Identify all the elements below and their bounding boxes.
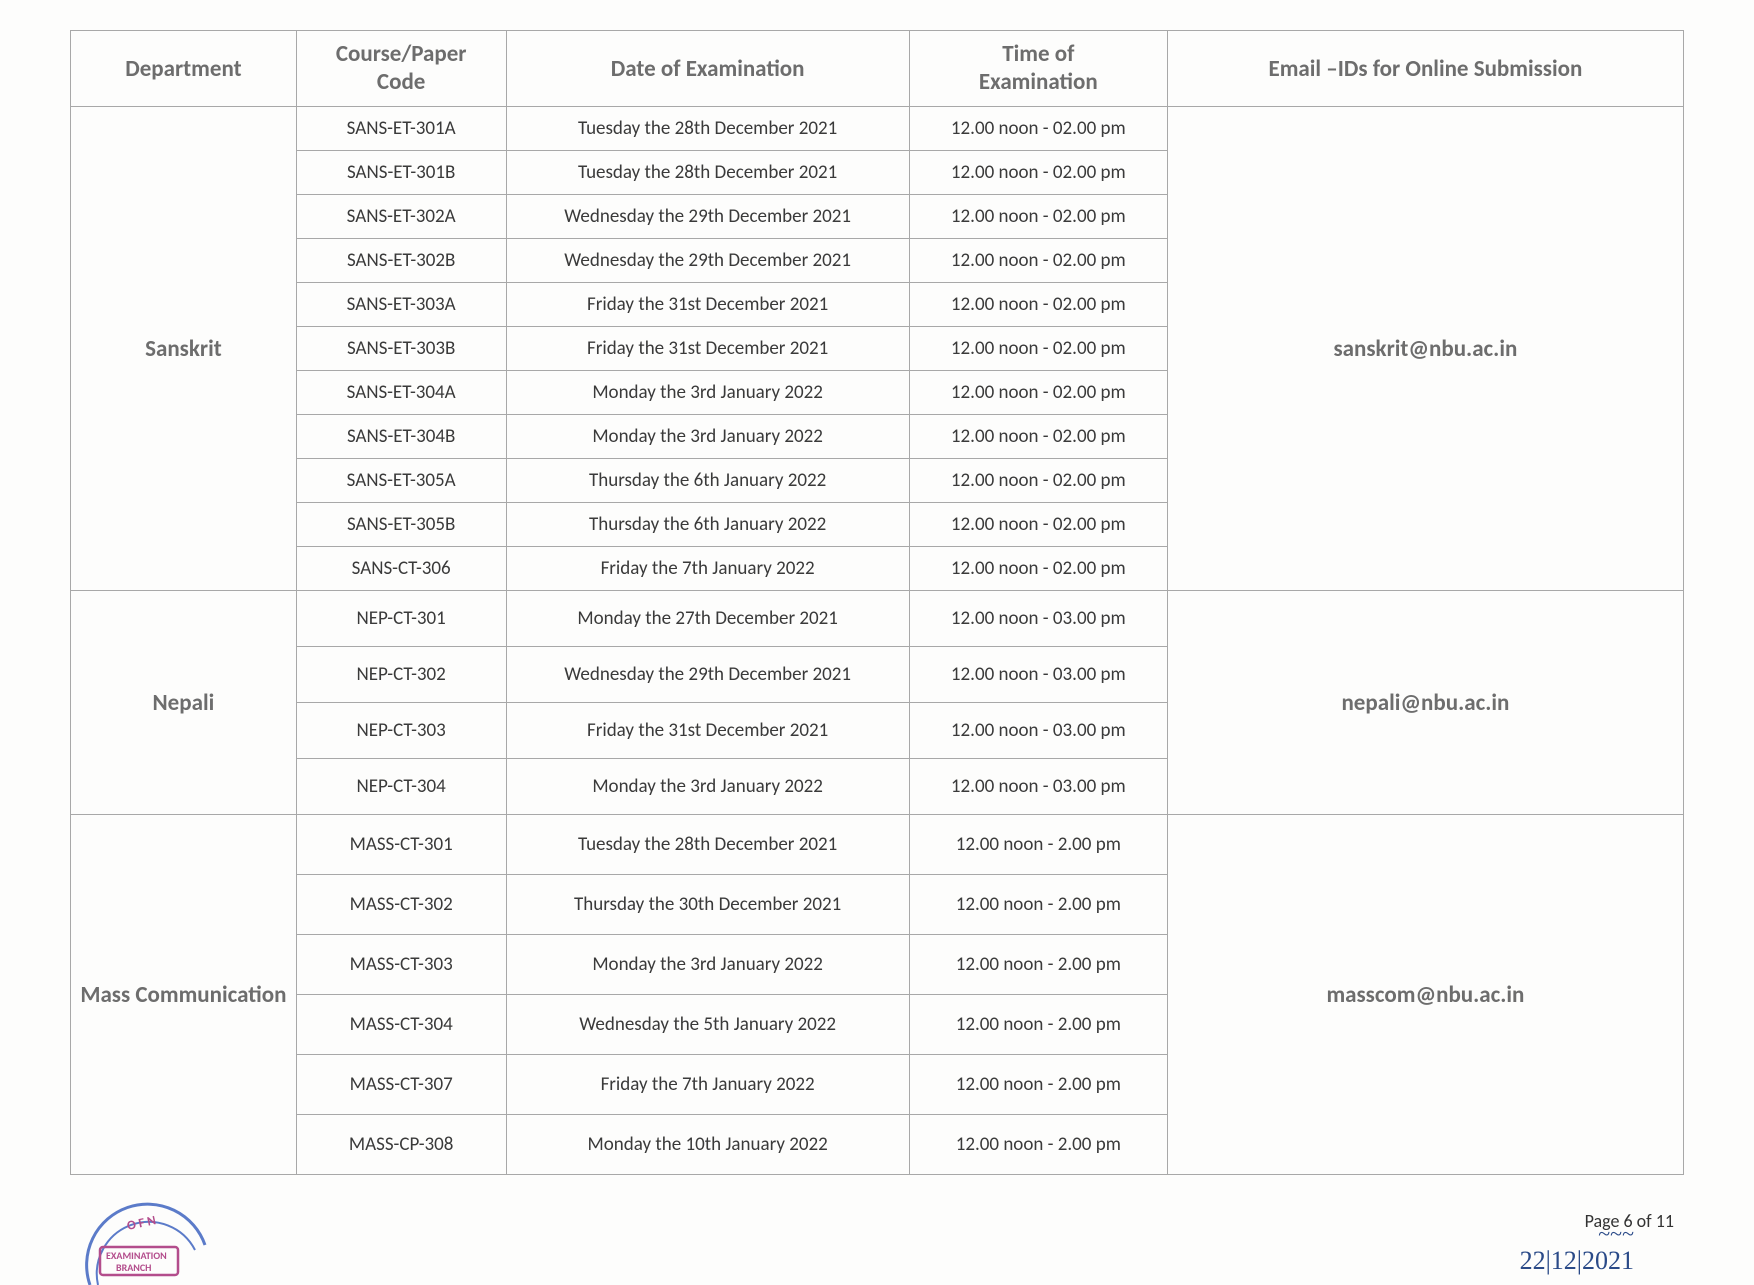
stamp-text-2: BRANCH — [116, 1261, 151, 1274]
header-time-line1: Time of — [916, 41, 1161, 69]
code-cell: MASS-CT-301 — [296, 815, 506, 875]
code-cell: NEP-CT-301 — [296, 591, 506, 647]
code-cell: SANS-ET-305B — [296, 503, 506, 547]
code-cell: SANS-ET-305A — [296, 459, 506, 503]
date-cell: Friday the 31st December 2021 — [506, 283, 909, 327]
time-cell: 12.00 noon - 2.00 pm — [909, 1055, 1167, 1115]
time-cell: 12.00 noon - 02.00 pm — [909, 327, 1167, 371]
table-row: NepaliNEP-CT-301Monday the 27th December… — [71, 591, 1684, 647]
time-cell: 12.00 noon - 2.00 pm — [909, 1115, 1167, 1175]
svg-text:O F N: O F N — [126, 1213, 158, 1234]
time-cell: 12.00 noon - 02.00 pm — [909, 547, 1167, 591]
date-cell: Friday the 31st December 2021 — [506, 327, 909, 371]
code-cell: MASS-CT-304 — [296, 995, 506, 1055]
code-cell: NEP-CT-304 — [296, 759, 506, 815]
time-cell: 12.00 noon - 2.00 pm — [909, 875, 1167, 935]
code-cell: SANS-ET-303A — [296, 283, 506, 327]
time-cell: 12.00 noon - 2.00 pm — [909, 815, 1167, 875]
time-cell: 12.00 noon - 02.00 pm — [909, 371, 1167, 415]
code-cell: NEP-CT-303 — [296, 703, 506, 759]
date-cell: Monday the 3rd January 2022 — [506, 415, 909, 459]
date-cell: Tuesday the 28th December 2021 — [506, 815, 909, 875]
date-cell: Friday the 7th January 2022 — [506, 1055, 909, 1115]
date-cell: Tuesday the 28th December 2021 — [506, 151, 909, 195]
code-cell: SANS-ET-302A — [296, 195, 506, 239]
table-row: Mass CommunicationMASS-CT-301Tuesday the… — [71, 815, 1684, 875]
time-cell: 12.00 noon - 02.00 pm — [909, 239, 1167, 283]
table-header-row: Department Course/Paper Code Date of Exa… — [71, 31, 1684, 107]
header-department: Department — [71, 31, 297, 107]
date-cell: Monday the 3rd January 2022 — [506, 759, 909, 815]
email-cell: masscom@nbu.ac.in — [1167, 815, 1683, 1175]
date-cell: Monday the 3rd January 2022 — [506, 371, 909, 415]
code-cell: MASS-CT-303 — [296, 935, 506, 995]
date-cell: Tuesday the 28th December 2021 — [506, 107, 909, 151]
page-number: Page 6 of 11 — [1585, 1210, 1674, 1232]
header-email: Email –IDs for Online Submission — [1167, 31, 1683, 107]
date-cell: Wednesday the 29th December 2021 — [506, 647, 909, 703]
code-cell: SANS-CT-306 — [296, 547, 506, 591]
time-cell: 12.00 noon - 02.00 pm — [909, 415, 1167, 459]
code-cell: SANS-ET-301B — [296, 151, 506, 195]
time-cell: 12.00 noon - 03.00 pm — [909, 591, 1167, 647]
time-cell: 12.00 noon - 02.00 pm — [909, 283, 1167, 327]
table-row: SanskritSANS-ET-301ATuesday the 28th Dec… — [71, 107, 1684, 151]
page-footer: O F N EXAMINATION BRANCH ~~~ 22|12|2021 — [70, 1185, 1684, 1275]
dept-cell: Sanskrit — [71, 107, 297, 591]
time-cell: 12.00 noon - 02.00 pm — [909, 503, 1167, 547]
email-cell: nepali@nbu.ac.in — [1167, 591, 1683, 815]
time-cell: 12.00 noon - 03.00 pm — [909, 759, 1167, 815]
date-cell: Monday the 27th December 2021 — [506, 591, 909, 647]
header-code-line1: Course/Paper — [303, 41, 500, 69]
header-date: Date of Examination — [506, 31, 909, 107]
date-cell: Wednesday the 5th January 2022 — [506, 995, 909, 1055]
code-cell: SANS-ET-304A — [296, 371, 506, 415]
code-cell: SANS-ET-303B — [296, 327, 506, 371]
stamp-icon: O F N EXAMINATION BRANCH — [80, 1185, 210, 1275]
date-cell: Friday the 7th January 2022 — [506, 547, 909, 591]
date-cell: Monday the 10th January 2022 — [506, 1115, 909, 1175]
email-cell: sanskrit@nbu.ac.in — [1167, 107, 1683, 591]
time-cell: 12.00 noon - 02.00 pm — [909, 107, 1167, 151]
code-cell: NEP-CT-302 — [296, 647, 506, 703]
time-cell: 12.00 noon - 2.00 pm — [909, 995, 1167, 1055]
date-cell: Friday the 31st December 2021 — [506, 703, 909, 759]
date-cell: Thursday the 6th January 2022 — [506, 503, 909, 547]
code-cell: SANS-ET-304B — [296, 415, 506, 459]
time-cell: 12.00 noon - 02.00 pm — [909, 459, 1167, 503]
header-time-line2: Examination — [916, 69, 1161, 97]
signature-date: 22|12|2021 — [1520, 1247, 1634, 1276]
code-cell: MASS-CT-302 — [296, 875, 506, 935]
dept-cell: Nepali — [71, 591, 297, 815]
date-cell: Monday the 3rd January 2022 — [506, 935, 909, 995]
time-cell: 12.00 noon - 03.00 pm — [909, 703, 1167, 759]
code-cell: MASS-CP-308 — [296, 1115, 506, 1175]
time-cell: 12.00 noon - 02.00 pm — [909, 151, 1167, 195]
code-cell: SANS-ET-302B — [296, 239, 506, 283]
time-cell: 12.00 noon - 2.00 pm — [909, 935, 1167, 995]
code-cell: SANS-ET-301A — [296, 107, 506, 151]
header-code-line2: Code — [303, 69, 500, 97]
date-cell: Wednesday the 29th December 2021 — [506, 239, 909, 283]
date-cell: Thursday the 6th January 2022 — [506, 459, 909, 503]
time-cell: 12.00 noon - 03.00 pm — [909, 647, 1167, 703]
code-cell: MASS-CT-307 — [296, 1055, 506, 1115]
header-code: Course/Paper Code — [296, 31, 506, 107]
time-cell: 12.00 noon - 02.00 pm — [909, 195, 1167, 239]
date-cell: Wednesday the 29th December 2021 — [506, 195, 909, 239]
exam-schedule-table: Department Course/Paper Code Date of Exa… — [70, 30, 1684, 1175]
date-cell: Thursday the 30th December 2021 — [506, 875, 909, 935]
header-time: Time of Examination — [909, 31, 1167, 107]
dept-cell: Mass Communication — [71, 815, 297, 1175]
